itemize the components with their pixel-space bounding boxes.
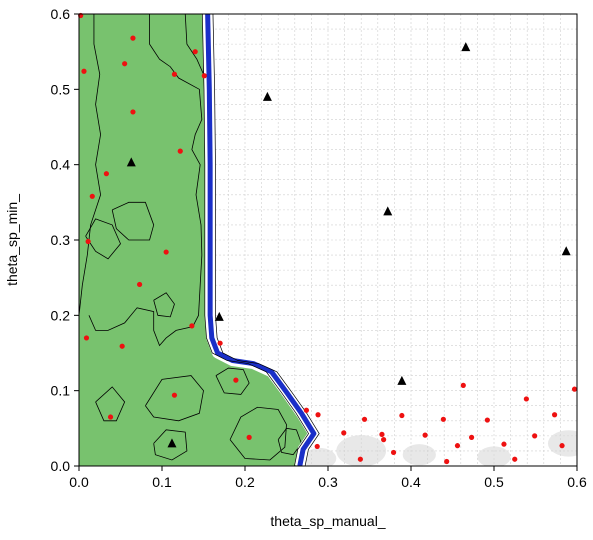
density-blob <box>402 444 436 466</box>
contour-line <box>95 386 126 422</box>
point-red <box>379 431 385 437</box>
contour-line <box>145 375 204 422</box>
point-red <box>468 434 475 440</box>
point-red <box>103 171 109 177</box>
point-red <box>81 68 87 74</box>
contour-line <box>79 14 101 316</box>
point-black-triangle <box>383 206 393 216</box>
point-red <box>122 61 128 67</box>
point-red <box>501 441 507 447</box>
green-region <box>79 14 314 466</box>
point-red <box>107 414 114 420</box>
point-red <box>341 430 347 436</box>
point-red <box>130 109 136 115</box>
contour-lines <box>79 14 302 461</box>
density-blob <box>477 446 511 466</box>
x-tick-label: 0.0 <box>69 474 89 490</box>
x-axis-label: theta_sp_manual_ <box>270 513 385 529</box>
point-black-triangle <box>214 311 224 321</box>
blue-boundary <box>201 14 320 466</box>
boundary-contour <box>212 14 320 466</box>
point-red <box>454 443 461 449</box>
contour-line <box>153 292 175 318</box>
point-red <box>559 443 565 449</box>
point-red <box>201 73 207 79</box>
point-red <box>551 412 558 418</box>
point-red <box>512 456 518 462</box>
point-black-triangle <box>126 157 136 167</box>
point-red <box>83 335 90 341</box>
point-red <box>532 433 538 439</box>
contour-line <box>215 367 250 395</box>
point-red <box>381 437 387 443</box>
point-black-triangle <box>561 246 571 256</box>
point-red <box>192 49 198 55</box>
contour-line <box>229 406 287 461</box>
point-red <box>357 456 363 462</box>
y-tick-label: 0.6 <box>51 6 71 22</box>
point-red <box>130 35 136 41</box>
point-red <box>460 382 466 388</box>
point-black-triangle <box>397 375 407 385</box>
x-tick-label: 0.3 <box>318 474 338 490</box>
x-tick-label: 0.4 <box>401 474 421 490</box>
point-red <box>177 148 183 154</box>
point-red <box>361 416 368 422</box>
density-shading <box>303 430 577 466</box>
point-red <box>246 434 252 440</box>
x-tick-label: 0.2 <box>235 474 255 490</box>
density-blob <box>547 430 577 457</box>
y-tick-label: 0.5 <box>51 81 71 97</box>
point-red <box>171 392 178 398</box>
point-red <box>163 249 169 255</box>
point-red <box>314 443 320 450</box>
y-axis-label: theta_sp_min_ <box>4 194 20 286</box>
point-red <box>315 412 321 418</box>
contour-line <box>85 218 121 260</box>
y-tick-label: 0.4 <box>51 157 71 173</box>
x-tick-label: 0.5 <box>484 474 504 490</box>
y-tick-label: 0.2 <box>51 307 71 323</box>
point-black-triangle <box>167 438 177 448</box>
point-red <box>484 417 490 423</box>
point-red <box>571 386 578 392</box>
point-red <box>189 323 195 329</box>
point-red <box>119 343 125 349</box>
contour-line <box>153 429 188 461</box>
x-tick-label: 0.1 <box>152 474 172 490</box>
point-red <box>217 340 223 346</box>
point-red <box>89 193 95 199</box>
region-fill <box>79 14 314 466</box>
density-blob <box>303 447 337 466</box>
point-red <box>444 458 450 465</box>
contour-line <box>88 14 203 347</box>
point-red <box>171 71 178 77</box>
boundary-line <box>205 14 317 466</box>
data-points <box>78 12 578 465</box>
point-red <box>303 407 310 413</box>
point-red <box>422 432 428 438</box>
boundary-contour <box>201 14 309 466</box>
y-tick-label: 0.3 <box>51 232 71 248</box>
point-red <box>390 449 397 456</box>
point-red <box>440 416 446 422</box>
point-red <box>399 412 405 419</box>
point-red <box>523 396 529 402</box>
x-tick-label: 0.6 <box>567 474 587 490</box>
point-black-triangle <box>262 91 272 101</box>
y-tick-label: 0.1 <box>51 383 71 399</box>
point-red <box>85 238 91 245</box>
point-black-triangle <box>461 42 471 52</box>
point-red <box>136 281 143 288</box>
point-red <box>233 377 239 383</box>
axes: 0.0 0.1 0.2 0.3 0.4 0.5 0.6 0.0 0.1 0.2 0.3 0.4 0.5 0… <box>51 6 587 490</box>
density-blob <box>336 435 387 466</box>
y-tick-label: 0.0 <box>51 458 71 474</box>
contour-line <box>111 201 155 241</box>
